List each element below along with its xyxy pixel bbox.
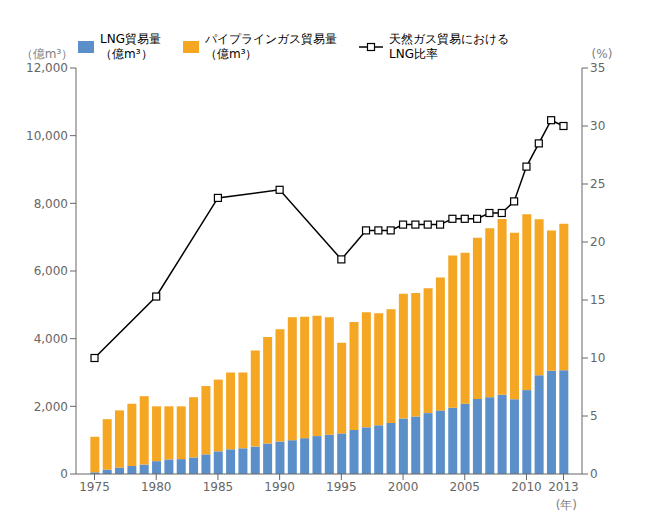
svg-text:12,000: 12,000 xyxy=(26,61,68,75)
svg-text:(年): (年) xyxy=(556,498,577,512)
html-text:（億m³）: （億m³） xyxy=(100,47,153,61)
html-text:LNG比率: LNG比率 xyxy=(389,47,438,61)
svg-text:(%): (%) xyxy=(592,47,613,61)
svg-text:2000: 2000 xyxy=(388,480,419,494)
svg-text:25: 25 xyxy=(590,177,605,191)
svg-text:2013: 2013 xyxy=(548,480,579,494)
svg-text:30: 30 xyxy=(590,119,605,133)
svg-text:2005: 2005 xyxy=(449,480,480,494)
html-text:天然ガス貿易における: 天然ガス貿易における xyxy=(389,32,509,46)
svg-text:0: 0 xyxy=(590,467,598,481)
svg-text:10,000: 10,000 xyxy=(26,129,68,143)
svg-text:8,000: 8,000 xyxy=(34,197,68,211)
svg-text:1985: 1985 xyxy=(203,480,234,494)
html-text:パイプラインガス貿易量: パイプラインガス貿易量 xyxy=(205,32,337,46)
svg-text:0: 0 xyxy=(60,467,68,481)
svg-text:20: 20 xyxy=(590,235,605,249)
svg-text:1975: 1975 xyxy=(79,480,110,494)
svg-text:2010: 2010 xyxy=(511,480,542,494)
svg-text:（億m³）: （億m³） xyxy=(21,47,74,61)
svg-text:2,000: 2,000 xyxy=(34,400,68,414)
svg-text:5: 5 xyxy=(590,409,598,423)
svg-text:1995: 1995 xyxy=(326,480,357,494)
svg-text:6,000: 6,000 xyxy=(34,264,68,278)
svg-text:15: 15 xyxy=(590,293,605,307)
svg-text:1990: 1990 xyxy=(264,480,295,494)
html-text:LNG貿易量: LNG貿易量 xyxy=(100,32,161,46)
svg-text:1980: 1980 xyxy=(141,480,172,494)
svg-text:4,000: 4,000 xyxy=(34,332,68,346)
html-text:（億m³）: （億m³） xyxy=(205,47,258,61)
svg-text:10: 10 xyxy=(590,351,605,365)
svg-text:35: 35 xyxy=(590,61,605,75)
